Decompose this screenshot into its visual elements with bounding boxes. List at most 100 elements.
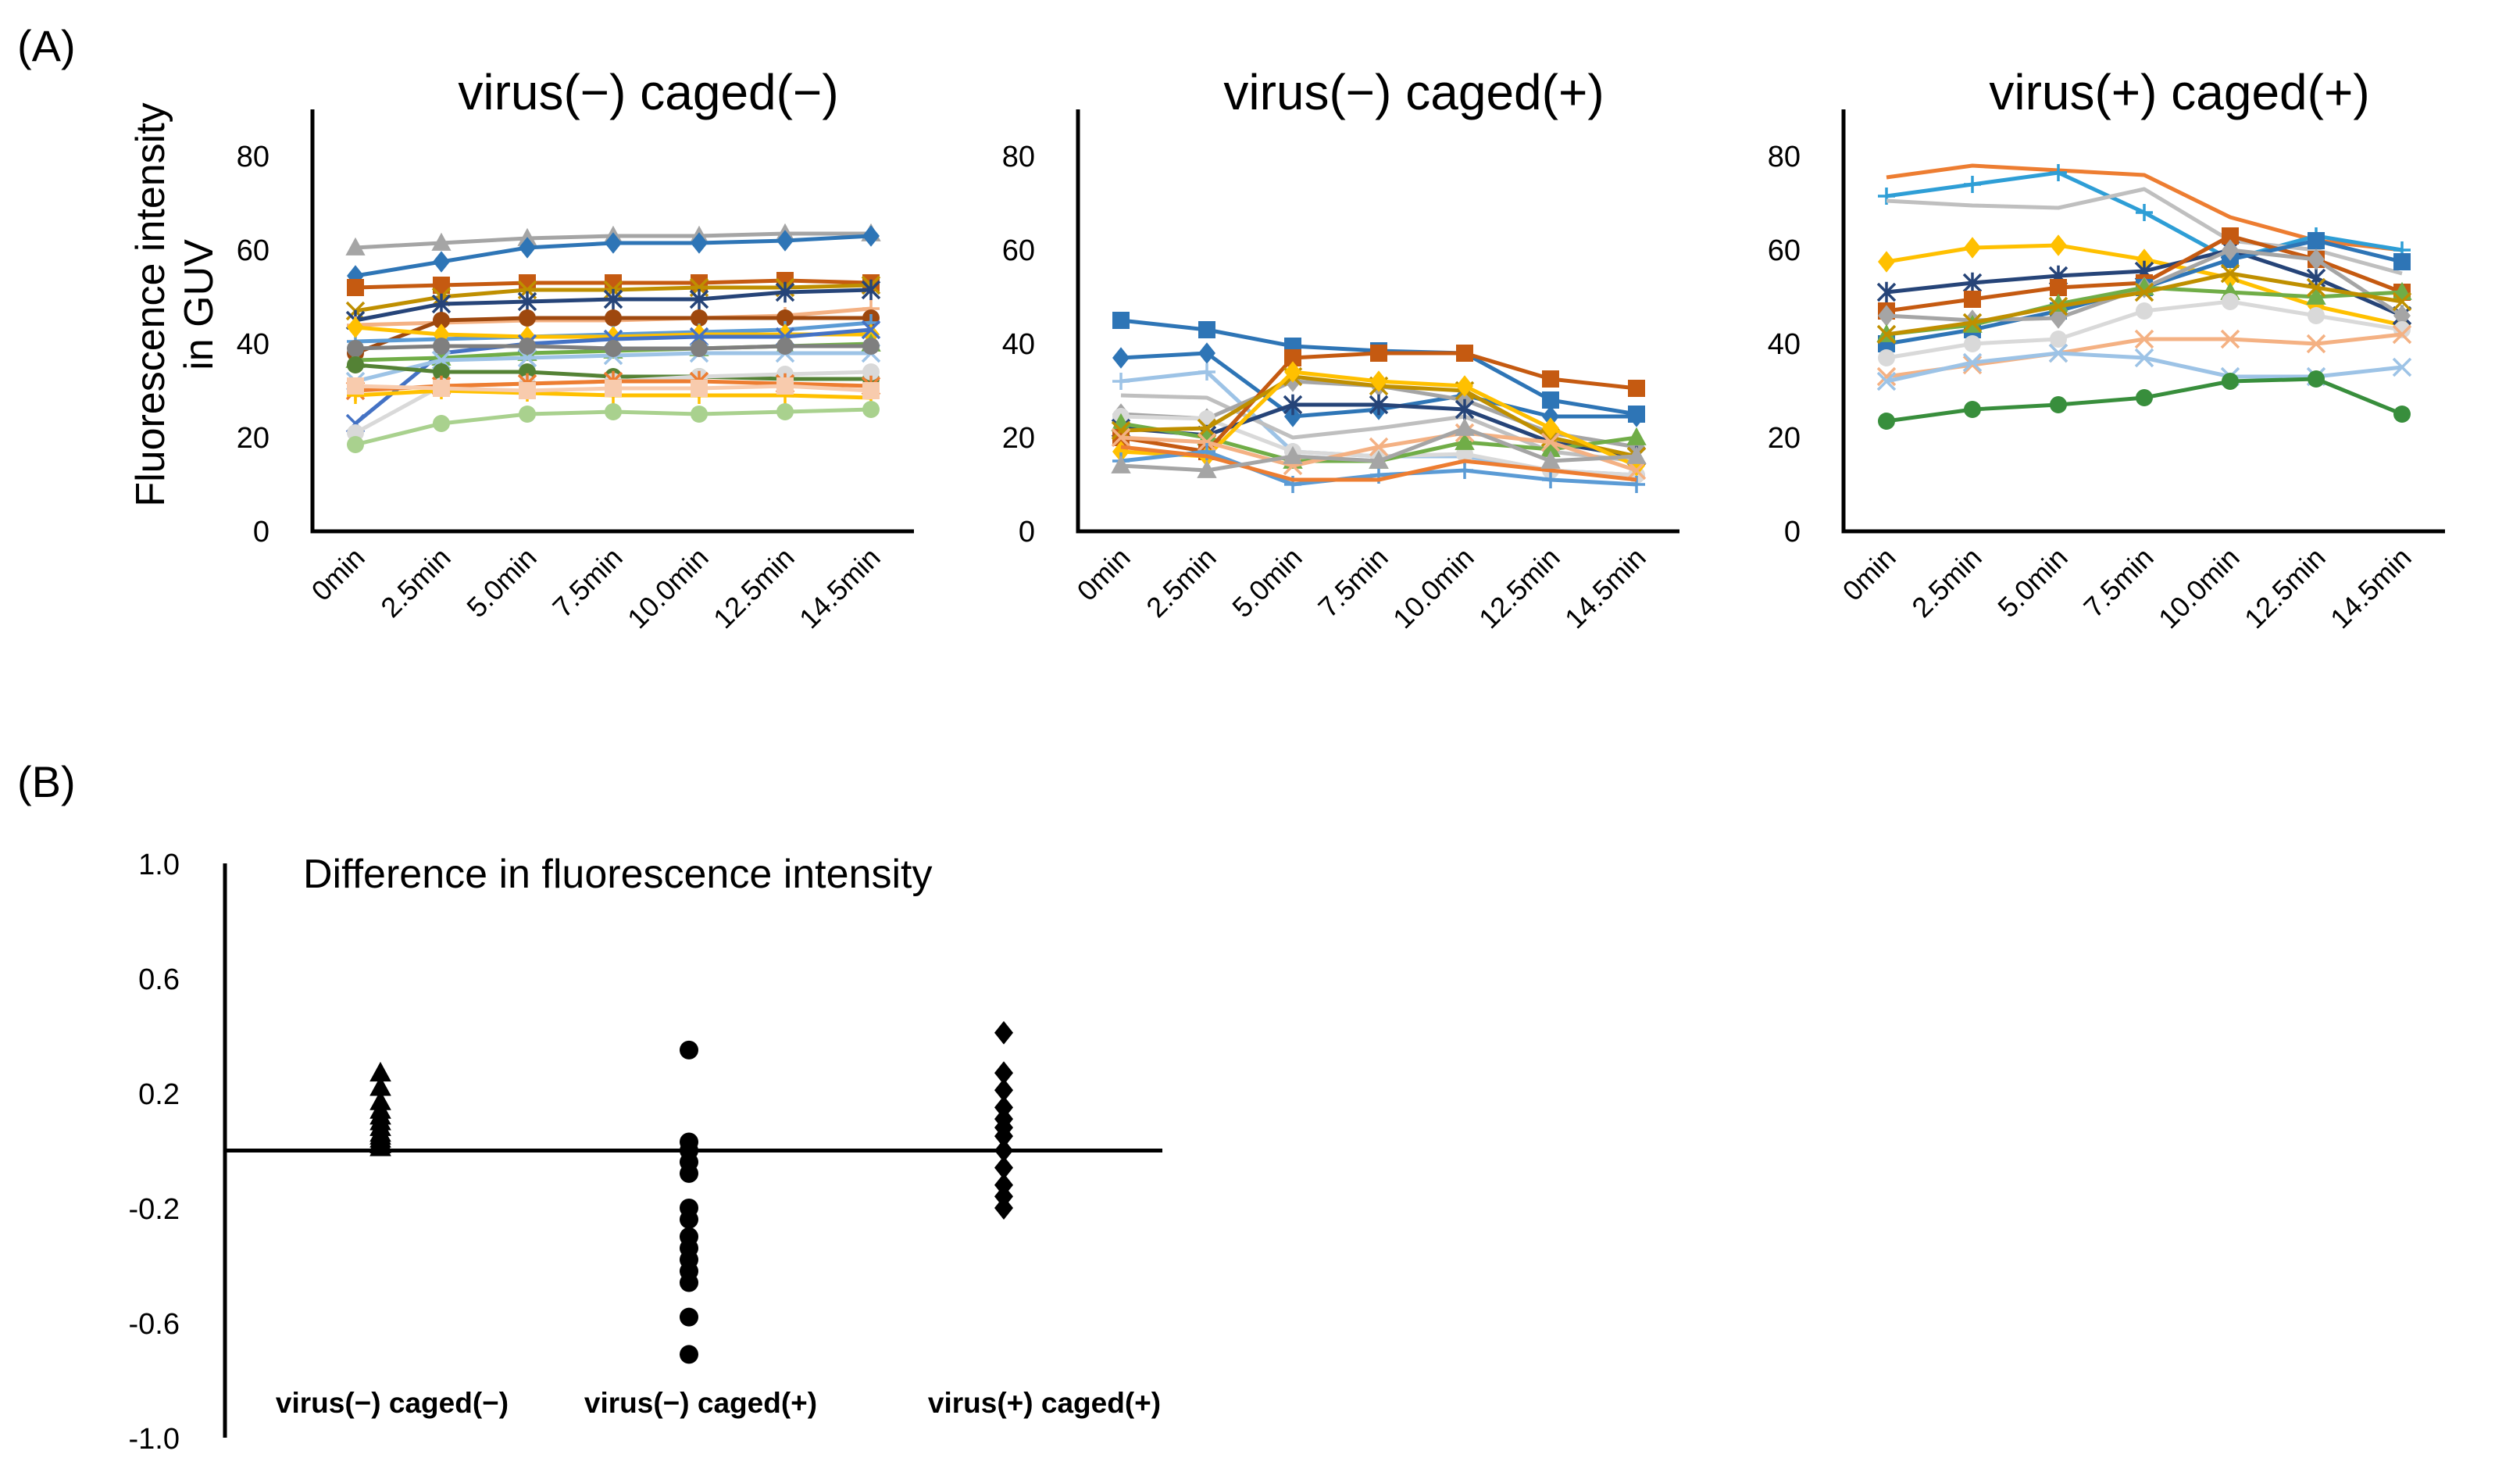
y-tick-label: -0.6 xyxy=(129,1308,180,1341)
data-point xyxy=(1455,417,1475,436)
data-point xyxy=(1542,406,1559,427)
data-point xyxy=(862,382,880,399)
data-point xyxy=(1878,349,1895,366)
x-tick-label: 2.5min xyxy=(374,541,456,624)
x-tick-label: 14.5min xyxy=(2324,541,2418,635)
data-point xyxy=(605,403,622,420)
data-point xyxy=(1370,345,1387,362)
data-point xyxy=(519,382,536,399)
x-tick-label: 5.0min xyxy=(460,541,542,624)
y-tick-label: 80 xyxy=(1768,141,1801,173)
x-tick-label: 10.0min xyxy=(621,541,715,635)
data-point xyxy=(1878,413,1895,430)
data-point xyxy=(691,232,708,254)
x-tick-label: 0min xyxy=(305,541,370,607)
data-point xyxy=(1198,342,1215,364)
data-point xyxy=(2134,282,2154,302)
data-point xyxy=(1197,418,1217,438)
data-series xyxy=(1876,263,2412,345)
category-label: virus(−) caged(−) xyxy=(276,1387,509,1419)
data-point xyxy=(2134,348,2154,368)
data-point xyxy=(861,320,881,340)
data-point xyxy=(2050,331,2067,348)
category-label: virus(+) caged(+) xyxy=(928,1387,1161,1419)
data-point xyxy=(994,1156,1013,1180)
data-series xyxy=(1878,293,2411,366)
data-point xyxy=(1197,432,1217,452)
y-tick-label: 1.0 xyxy=(138,849,180,881)
data-series xyxy=(347,377,880,399)
data-point xyxy=(2136,204,2153,221)
data-point xyxy=(862,363,880,381)
x-tick-label: 5.0min xyxy=(1991,541,2073,624)
data-series xyxy=(347,338,880,357)
data-series xyxy=(1120,445,1637,482)
data-point xyxy=(994,1078,1013,1102)
data-point xyxy=(1962,355,1983,375)
data-point xyxy=(345,237,366,256)
data-point xyxy=(519,406,536,423)
y-tick-label: -1.0 xyxy=(129,1423,180,1456)
data-point xyxy=(2306,286,2326,305)
data-point xyxy=(1962,313,1983,333)
data-point xyxy=(775,281,795,303)
data-point xyxy=(347,377,364,395)
data-point xyxy=(2050,234,2067,256)
data-point xyxy=(1542,471,1559,488)
data-point xyxy=(2048,343,2068,363)
data-point xyxy=(605,309,622,327)
data-point xyxy=(2222,227,2239,245)
data-point xyxy=(776,338,794,355)
y-tick-label: 60 xyxy=(1768,234,1801,267)
data-point xyxy=(1628,406,1645,427)
data-point xyxy=(347,436,364,453)
data-point xyxy=(519,309,536,327)
data-point xyxy=(1456,345,1473,362)
data-point xyxy=(994,1196,1013,1220)
data-point xyxy=(2306,334,2326,354)
x-tick-label: 14.5min xyxy=(793,541,887,635)
data-point xyxy=(1964,401,1981,418)
data-point xyxy=(2393,305,2411,327)
data-point xyxy=(347,340,364,357)
data-point xyxy=(1876,366,1897,387)
panel-label-a: (A) xyxy=(17,21,76,70)
panel-label-b: (B) xyxy=(17,757,76,806)
x-tick-label: 10.0min xyxy=(1387,541,1480,635)
x-tick-label: 0min xyxy=(1070,541,1136,607)
data-point xyxy=(347,265,364,287)
data-point xyxy=(1197,459,1217,478)
data-point xyxy=(1455,431,1475,450)
data-point xyxy=(680,1210,698,1229)
data-point xyxy=(433,277,450,294)
y-tick-label: 80 xyxy=(1002,141,1035,173)
data-point xyxy=(1962,352,1983,373)
data-point xyxy=(2136,389,2153,406)
data-point xyxy=(1626,445,1647,464)
data-point xyxy=(1456,462,1473,479)
data-point xyxy=(605,340,622,357)
y-tick-label: 0.6 xyxy=(138,963,180,996)
data-point xyxy=(1964,335,1981,352)
data-point xyxy=(2050,396,2067,413)
data-point xyxy=(1370,370,1387,392)
x-tick-label: 2.5min xyxy=(1140,541,1222,624)
data-point xyxy=(2050,164,2067,181)
data-group xyxy=(994,1020,1013,1220)
y-tick-label: 0 xyxy=(1019,516,1035,549)
y-tick-label: 20 xyxy=(237,422,269,455)
data-point xyxy=(862,225,880,247)
data-point xyxy=(1369,394,1389,416)
data-point xyxy=(2308,248,2325,270)
data-point xyxy=(433,251,450,273)
data-point xyxy=(1283,445,1303,464)
data-point xyxy=(1876,324,1897,345)
y-tick-label: 0 xyxy=(1784,516,1801,549)
y-tick-label: 40 xyxy=(1768,328,1801,361)
data-point xyxy=(347,356,364,373)
data-point xyxy=(519,237,536,259)
data-point xyxy=(431,293,452,315)
y-tick-label: -0.2 xyxy=(129,1193,180,1226)
data-point xyxy=(2222,239,2239,261)
data-point xyxy=(2222,293,2239,310)
